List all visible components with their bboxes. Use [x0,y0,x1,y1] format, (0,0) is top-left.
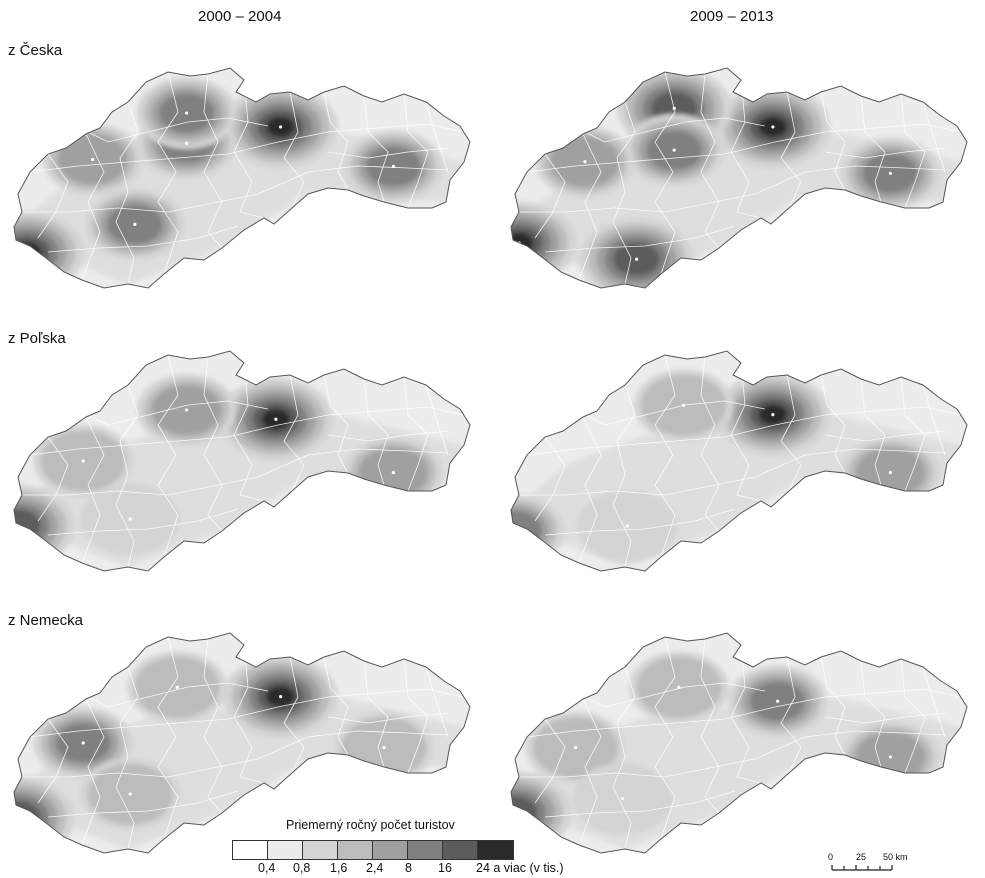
map-czech-2009-2013 [510,67,968,289]
city-dot-bratislava [15,524,19,528]
legend-color-bar [232,840,514,860]
scale-tick-label: 25 [856,852,867,862]
city-dot-bratislava [512,811,516,815]
city-dot-orava [677,685,681,689]
city-dot-nitra [625,524,629,528]
district-boundaries [22,71,464,285]
city-dot-orava [682,403,686,407]
scale-tick-label: 0 [828,852,834,862]
map-germany-2000-2004 [13,632,471,854]
city-dot-trencin [81,459,85,463]
city-dot-tatry [771,125,775,129]
legend-swatch-6 [443,841,478,859]
city-dot-orava [185,408,189,412]
country-border [13,350,471,572]
district-boundaries [519,354,961,568]
city-dot-tatry [771,413,775,417]
city-dot-komarno [635,257,639,261]
city-dot-orava [185,111,189,115]
legend-break-label: 1,6 [330,861,348,875]
column-title-right: 2009 – 2013 [690,8,774,25]
city-dot-kosice [888,171,892,175]
legend-break-label: 0,4 [258,861,276,875]
legend-break-label: 16 [438,861,452,875]
legend-break-label: 24 a viac (v tis.) [476,861,564,875]
district-boundaries [22,636,464,850]
city-dot-trencin [91,157,95,162]
country-border [510,350,968,572]
map-germany-2009-2013 [510,632,968,854]
city-dot-trencin [573,746,578,750]
country-border [13,632,471,854]
legend-swatch-3 [338,841,373,859]
map-poland-2009-2013 [510,350,968,572]
city-dot-nitra [133,222,137,226]
city-dot-nitra [128,792,132,796]
column-title-left: 2000 – 2004 [198,8,282,25]
district-boundaries [22,354,464,568]
city-dot-tatry [274,417,278,421]
legend-title: Priemerný ročný počet turistov [286,818,455,832]
city-dot-tatry [279,695,283,699]
city-dot-tatry [776,699,780,703]
city-dot-bratislava [25,250,29,254]
city-dot-nizke-tatry [185,141,189,145]
legend-swatch-0 [233,841,268,859]
legend-swatch-4 [373,841,408,859]
city-dot-nitra [128,517,132,521]
country-border [13,67,471,289]
city-dot-bratislava [512,529,516,533]
city-dot-nitra [620,797,625,801]
map-czech-2000-2004 [13,67,471,289]
legend-swatch-7 [478,841,513,859]
row-label-germany: z Nemecka [8,612,84,629]
legend-break-label: 8 [405,861,412,875]
scale-tick-label: 50 km [883,852,908,862]
city-dot-tatry [279,125,283,129]
legend-swatch-2 [303,841,338,859]
city-dot-bratislava [15,815,19,819]
row-label-czech: z Česka [8,42,63,59]
scale-ruler [831,865,893,871]
legend-break-label: 2,4 [366,861,384,875]
city-dot-kosice [391,164,395,168]
legend-break-label: 0,8 [293,861,311,875]
city-dot-trencin [81,741,85,745]
row-label-poland: z Poľska [8,330,66,347]
city-dot-trencin [583,160,587,164]
city-dot-orava [175,685,179,689]
city-dot-kosice [382,746,386,750]
district-boundaries [519,71,961,285]
city-dot-kosice [888,755,892,759]
legend-swatch-5 [408,841,443,859]
country-border [510,67,968,289]
district-boundaries [519,636,961,850]
city-dot-kosice [888,471,892,475]
city-dot-nizke-tatry [672,148,676,152]
city-dot-orava [672,106,676,110]
legend-swatch-1 [268,841,303,859]
map-poland-2000-2004 [13,350,471,572]
country-border [510,632,968,854]
city-dot-kosice [391,471,395,475]
